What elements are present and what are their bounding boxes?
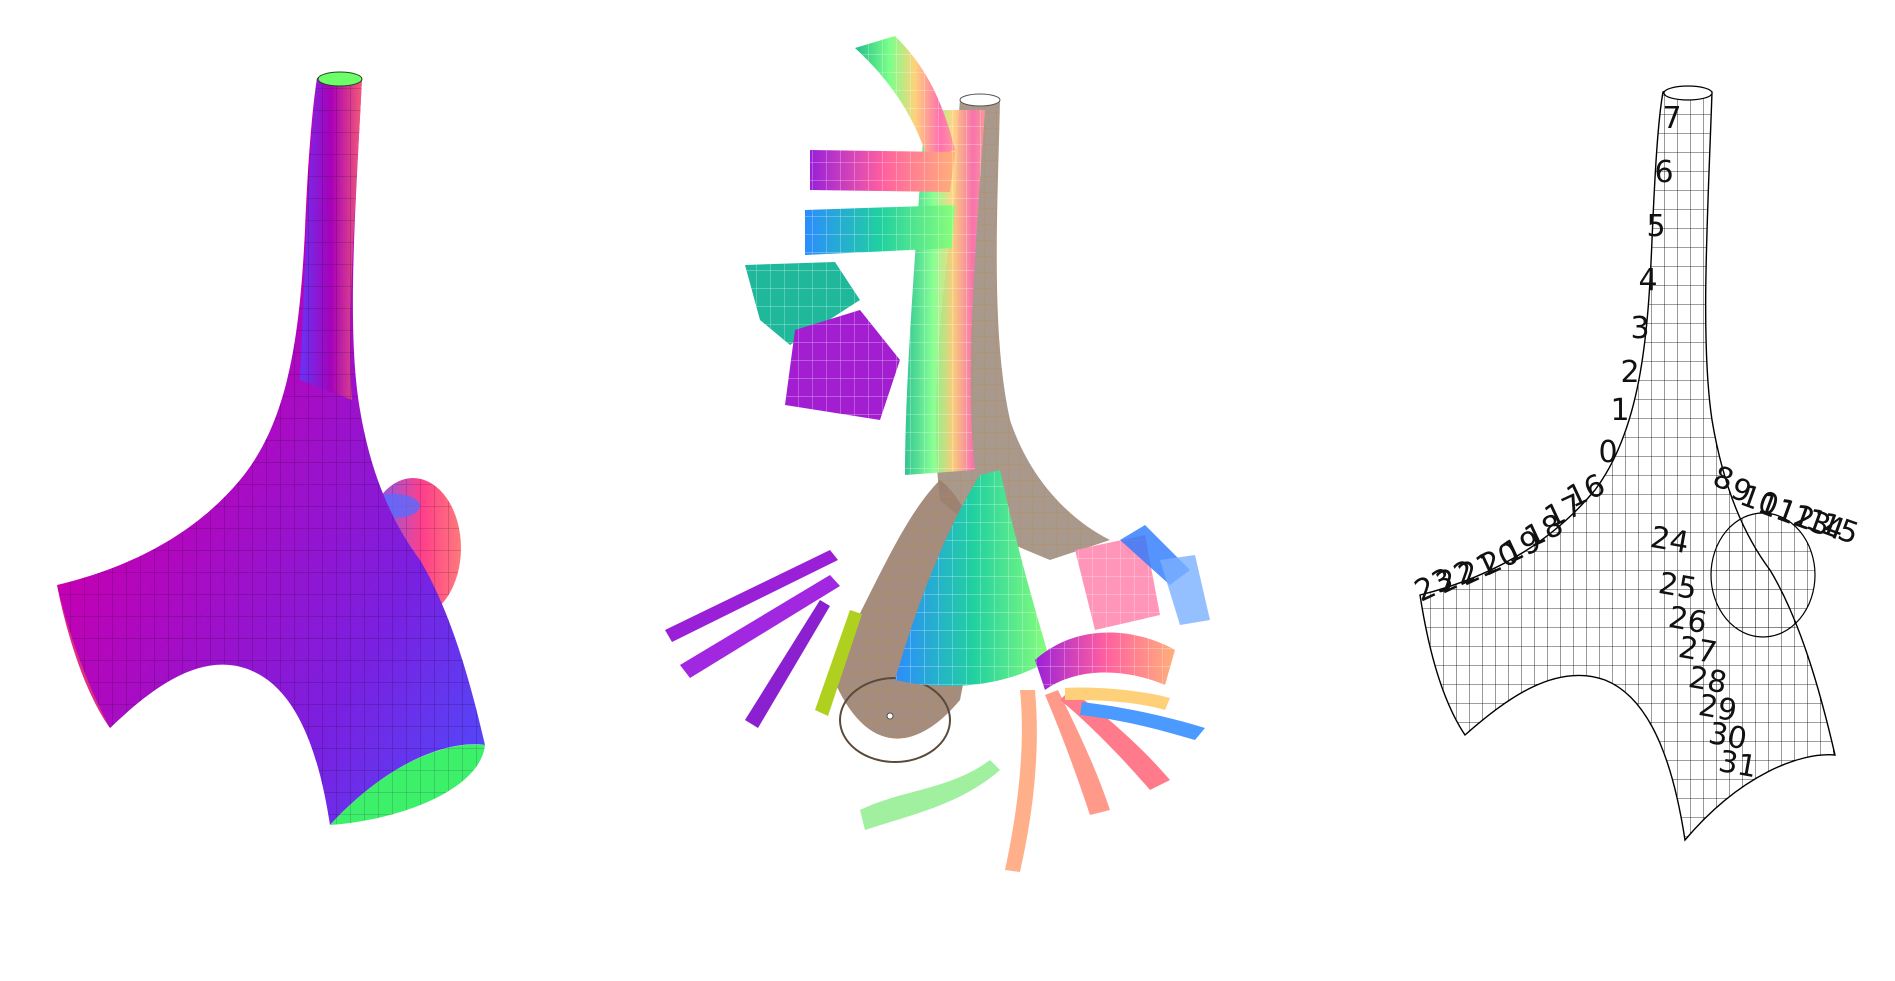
edge-label: 1: [1610, 393, 1629, 428]
wireframe-panel: 7654321016171819202122238910111213141524…: [1409, 85, 1863, 842]
central-stem: [935, 93, 1110, 560]
shaded-surface-panel: [57, 71, 485, 825]
edge-label: 28: [1686, 660, 1730, 701]
edge-label: 25: [1656, 566, 1700, 607]
marker-dot: [886, 712, 894, 720]
edge-label: 29: [1696, 688, 1740, 729]
edge-label: 6: [1654, 155, 1673, 190]
edge-label: 4: [1638, 263, 1657, 298]
edge-label: 3: [1630, 311, 1649, 346]
edge-label: 5: [1646, 209, 1665, 244]
edge-label: 30: [1706, 716, 1750, 757]
stem-opening: [317, 71, 363, 87]
edge-label: 31: [1716, 744, 1760, 785]
surface-body: [57, 75, 485, 825]
edge-label: 0: [1598, 435, 1617, 470]
edge-label: 7: [1662, 101, 1681, 136]
edge-label: 24: [1648, 520, 1692, 561]
exploded-surface-panel: [665, 36, 1210, 872]
edge-label: 2: [1620, 355, 1639, 390]
wire-body: [1419, 86, 1836, 842]
radiating-ribbons: [665, 525, 1210, 872]
edge-label: 27: [1676, 630, 1720, 671]
wire-stem-opening: [1663, 85, 1713, 101]
edge-label: 26: [1666, 600, 1710, 641]
